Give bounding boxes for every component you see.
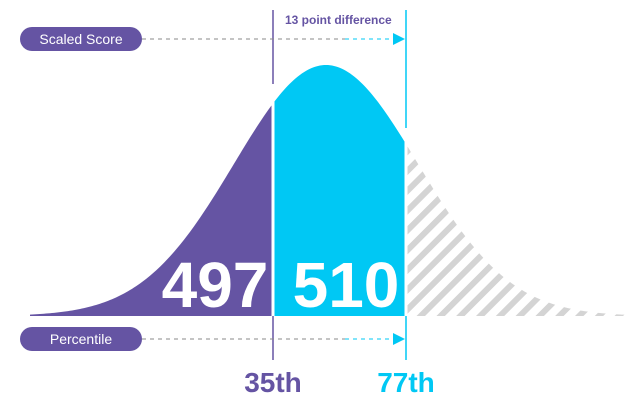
score-low: 497 <box>162 249 269 321</box>
percentile-pill <box>20 327 142 351</box>
percentile-low: 35th <box>244 367 302 398</box>
percentile-label: Percentile <box>50 331 112 347</box>
scaled-score-pill <box>20 27 142 51</box>
difference-label: 13 point difference <box>285 13 392 27</box>
percentile-high: 77th <box>377 367 435 398</box>
right-distribution-area <box>406 144 628 316</box>
scaled-score-arrow-icon <box>393 33 405 45</box>
middle-distribution-area <box>273 65 406 316</box>
percentile-arrow-icon <box>393 333 405 345</box>
score-high: 510 <box>293 249 400 321</box>
left-distribution-area <box>30 103 273 316</box>
scaled-score-label: Scaled Score <box>39 31 122 47</box>
